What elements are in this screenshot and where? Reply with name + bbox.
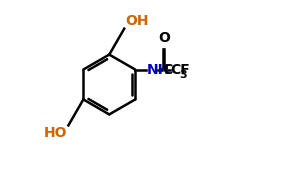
Text: OH: OH xyxy=(125,14,149,28)
Text: C: C xyxy=(163,63,173,77)
Text: NH: NH xyxy=(147,63,170,77)
Text: CF: CF xyxy=(170,63,190,77)
Text: 3: 3 xyxy=(180,69,187,80)
Text: HO: HO xyxy=(44,126,68,140)
Text: O: O xyxy=(158,31,170,45)
